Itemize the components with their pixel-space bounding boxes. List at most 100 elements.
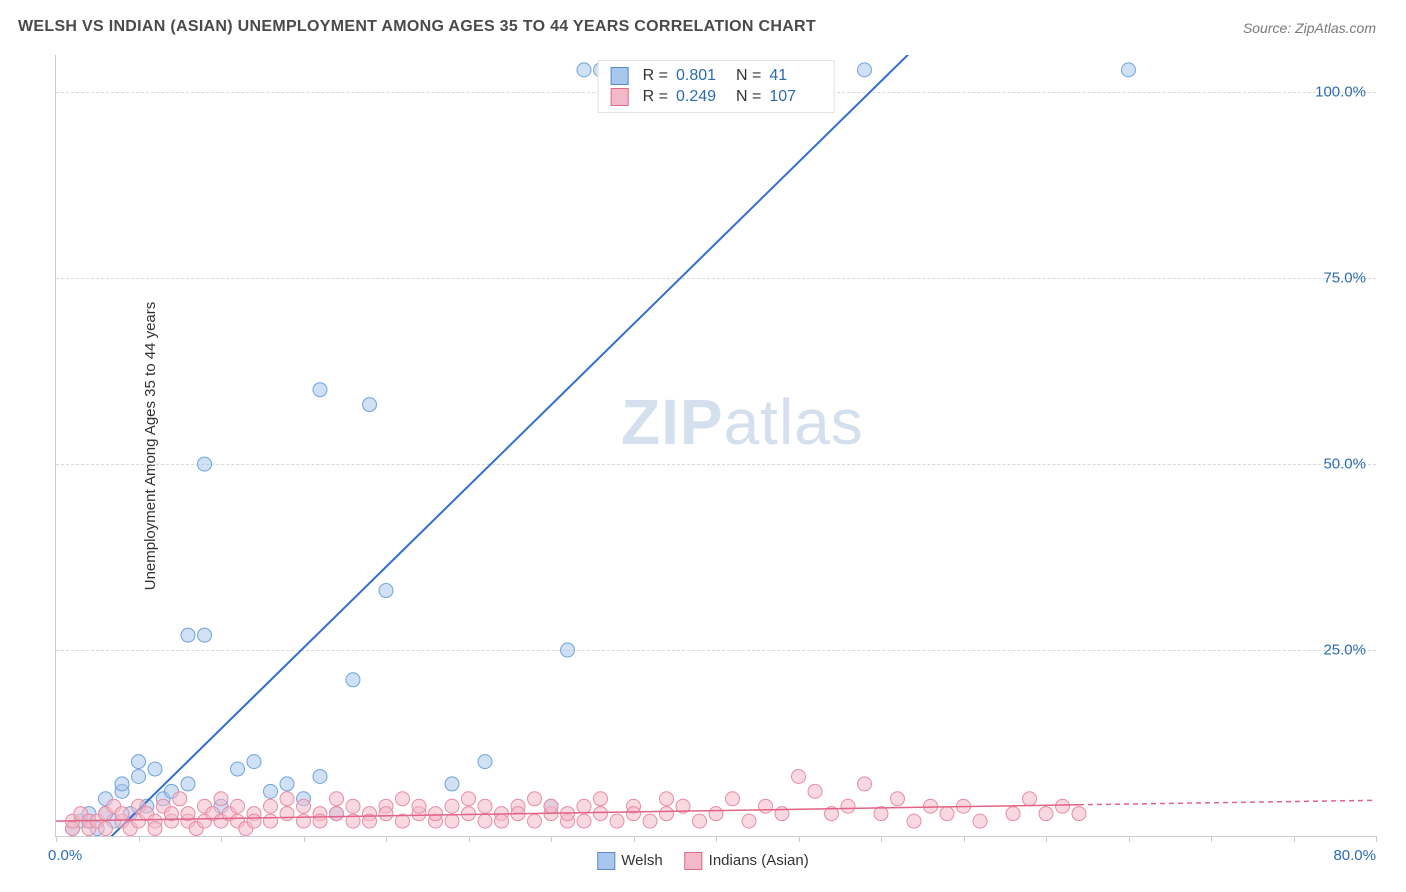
data-point (874, 807, 888, 821)
data-point (858, 63, 872, 77)
data-point (759, 799, 773, 813)
x-tick (221, 836, 222, 842)
x-tick (964, 836, 965, 842)
stats-row-welsh: R = 0.801 N = 41 (611, 67, 822, 85)
data-point (429, 807, 443, 821)
data-point (1072, 807, 1086, 821)
data-point (660, 807, 674, 821)
data-point (264, 784, 278, 798)
data-point (280, 792, 294, 806)
data-point (132, 755, 146, 769)
data-point (478, 755, 492, 769)
stat-n-label: N = (736, 67, 761, 85)
stat-n-value-welsh: 41 (769, 67, 821, 85)
data-point (148, 822, 162, 836)
stats-row-indians: R = 0.249 N = 107 (611, 88, 822, 106)
data-point (528, 792, 542, 806)
source-label: Source: ZipAtlas.com (1243, 20, 1376, 36)
x-tick (799, 836, 800, 842)
data-point (1056, 799, 1070, 813)
data-point (478, 799, 492, 813)
data-point (181, 628, 195, 642)
data-point (726, 792, 740, 806)
stats-legend-box: R = 0.801 N = 41 R = 0.249 N = 107 (598, 60, 835, 113)
data-point (940, 807, 954, 821)
data-point (297, 814, 311, 828)
x-tick (716, 836, 717, 842)
data-point (346, 799, 360, 813)
data-point (792, 769, 806, 783)
data-point (808, 784, 822, 798)
data-point (660, 792, 674, 806)
x-tick (469, 836, 470, 842)
data-point (1122, 63, 1136, 77)
data-point (264, 814, 278, 828)
x-tick (1211, 836, 1212, 842)
stat-r-label: R = (643, 67, 668, 85)
data-point (462, 807, 476, 821)
data-point (528, 814, 542, 828)
x-tick (304, 836, 305, 842)
data-point (577, 814, 591, 828)
data-point (247, 814, 261, 828)
trend-line (89, 55, 931, 836)
x-tick (56, 836, 57, 842)
data-point (379, 807, 393, 821)
data-point (891, 792, 905, 806)
data-point (412, 799, 426, 813)
data-point (181, 777, 195, 791)
data-point (495, 814, 509, 828)
data-point (561, 643, 575, 657)
data-point (643, 814, 657, 828)
legend-item-welsh: Welsh (597, 852, 662, 870)
data-point (363, 398, 377, 412)
x-tick (634, 836, 635, 842)
data-point (973, 814, 987, 828)
data-point (99, 822, 113, 836)
data-point (198, 457, 212, 471)
data-point (907, 814, 921, 828)
data-point (544, 799, 558, 813)
data-point (858, 777, 872, 791)
legend-swatch-indians (685, 852, 703, 870)
stat-r-label2: R = (643, 88, 668, 106)
data-point (297, 799, 311, 813)
data-point (627, 807, 641, 821)
data-point (115, 807, 129, 821)
legend-label-welsh: Welsh (621, 852, 662, 869)
data-point (594, 792, 608, 806)
x-tick (1129, 836, 1130, 842)
data-point (264, 799, 278, 813)
data-point (115, 777, 129, 791)
data-point (1006, 807, 1020, 821)
data-point (1023, 792, 1037, 806)
data-point (247, 755, 261, 769)
legend-label-indians: Indians (Asian) (709, 852, 809, 869)
data-point (396, 792, 410, 806)
swatch-indians (611, 88, 629, 106)
scatter-plot-svg (56, 55, 1376, 836)
data-point (173, 792, 187, 806)
data-point (313, 383, 327, 397)
data-point (924, 799, 938, 813)
data-point (478, 814, 492, 828)
stat-r-value-welsh: 0.801 (676, 67, 728, 85)
data-point (231, 799, 245, 813)
data-point (280, 807, 294, 821)
chart-plot-area: ZIPatlas R = 0.801 N = 41 R = 0.249 N = … (55, 55, 1376, 837)
stat-n-label2: N = (736, 88, 761, 106)
data-point (709, 807, 723, 821)
swatch-welsh (611, 67, 629, 85)
data-point (445, 799, 459, 813)
x-tick (139, 836, 140, 842)
data-point (313, 769, 327, 783)
data-point (742, 814, 756, 828)
data-point (330, 792, 344, 806)
data-point (198, 628, 212, 642)
chart-title: WELSH VS INDIAN (ASIAN) UNEMPLOYMENT AMO… (18, 18, 816, 36)
data-point (214, 792, 228, 806)
data-point (280, 777, 294, 791)
trend-line-dash (1079, 800, 1376, 804)
data-point (841, 799, 855, 813)
data-point (693, 814, 707, 828)
